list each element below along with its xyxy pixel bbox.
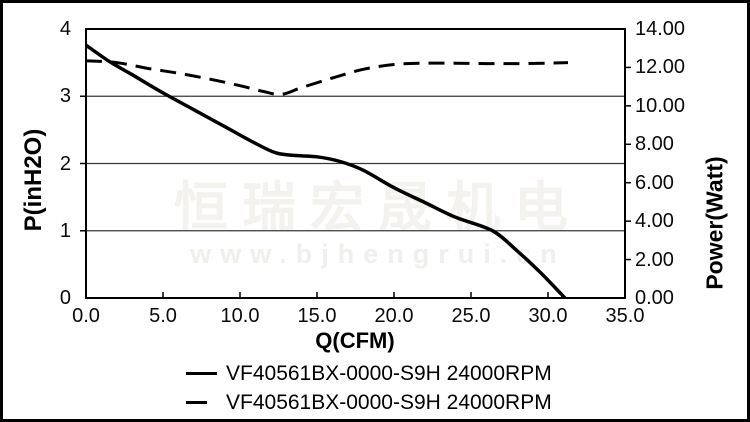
- x-tick-label: 25.0: [451, 305, 491, 327]
- legend-item-power-curve: VF40561BX-0000-S9H 24000RPM: [186, 388, 552, 417]
- solid-line-swatch: [186, 372, 220, 375]
- x-tick-label: 5.0: [149, 305, 177, 327]
- right-tick-label: 6.00: [635, 171, 674, 194]
- x-axis-title: Q(CFM): [315, 328, 395, 353]
- left-tick-label: 3: [59, 85, 71, 108]
- curve-dashed: [85, 59, 569, 96]
- x-tick-label: 30.0: [528, 305, 568, 327]
- left-tick-label: 4: [59, 18, 71, 40]
- right-tick-label: 12.00: [635, 56, 686, 79]
- dashed-line-swatch: [186, 401, 220, 404]
- legend-label-pressure: VF40561BX-0000-S9H 24000RPM: [226, 361, 552, 385]
- right-tick-label: 4.00: [635, 210, 674, 233]
- x-tick-label: 35.0: [605, 305, 645, 327]
- x-tick-label: 0.0: [72, 305, 100, 327]
- dashed-line-icon: [186, 401, 207, 404]
- right-tick-label: 2.00: [635, 248, 674, 271]
- right-tick-label: 14.00: [635, 18, 686, 40]
- plot-area: [80, 28, 631, 300]
- left-axis-title: P(inH2O): [20, 128, 47, 232]
- x-tick-label: 20.0: [374, 305, 414, 327]
- legend-label-power: VF40561BX-0000-S9H 24000RPM: [226, 390, 552, 414]
- right-tick-label: 10.00: [635, 94, 686, 117]
- legend-item-pressure-curve: VF40561BX-0000-S9H 24000RPM: [186, 359, 552, 388]
- right-tick-label: 0.00: [635, 287, 674, 309]
- legend: VF40561BX-0000-S9H 24000RPM VF40561BX-00…: [186, 359, 552, 417]
- right-axis-title: Power(Watt): [701, 156, 728, 290]
- left-tick-label: 1: [59, 219, 71, 242]
- curve-solid: [84, 43, 567, 300]
- left-tick-label: 2: [59, 152, 71, 175]
- left-tick-label: 0: [59, 287, 71, 309]
- solid-line-icon: [186, 372, 217, 375]
- x-tick-label: 15.0: [297, 305, 337, 327]
- x-tick-label: 10.0: [220, 305, 260, 327]
- right-tick-label: 8.00: [635, 133, 674, 156]
